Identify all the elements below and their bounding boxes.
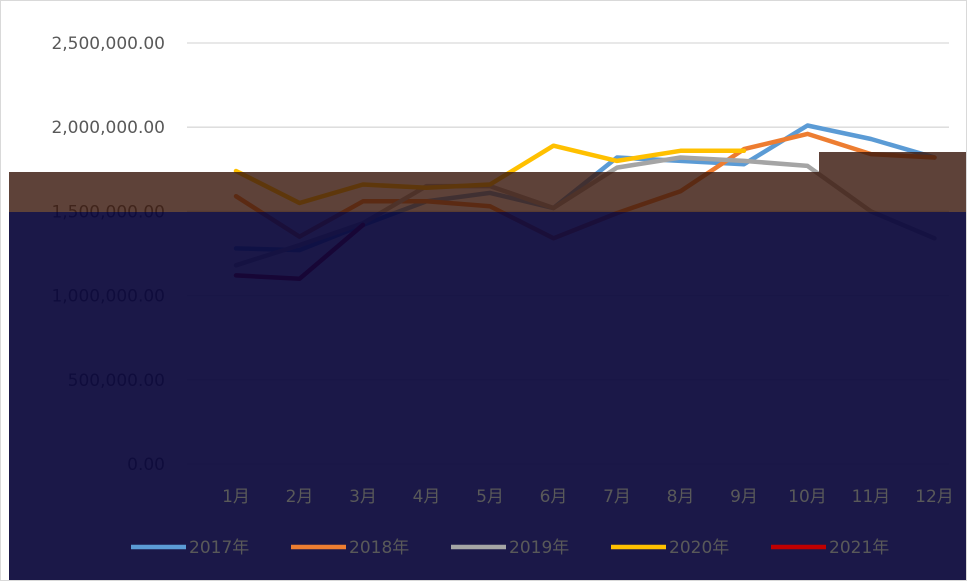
legend: 2017年 2018年 2019年 2020年 2021年 [131, 538, 889, 558]
x-tick-label: 11月 [852, 487, 891, 507]
x-tick-label: 3月 [349, 487, 377, 507]
overlay-band [9, 172, 966, 212]
x-tick-label: 5月 [476, 487, 504, 507]
y-tick-label: 2,000,000.00 [51, 118, 165, 138]
x-tick-label: 9月 [730, 487, 758, 507]
overlay-band [9, 212, 966, 232]
x-axis-tick-labels: 1月 2月 3月 4月 5月 6月 7月 8月 9月 10月 11月 12月 [222, 487, 954, 507]
x-tick-label: 6月 [540, 487, 568, 507]
x-tick-label: 2月 [286, 487, 314, 507]
legend-label: 2018年 [349, 538, 409, 558]
legend-label: 2020年 [669, 538, 729, 558]
x-tick-label: 12月 [915, 487, 954, 507]
overlay-band [819, 152, 966, 172]
legend-label: 2019年 [509, 538, 569, 558]
y-tick-label: 2,500,000.00 [51, 34, 165, 54]
x-tick-label: 7月 [603, 487, 631, 507]
legend-label: 2021年 [829, 538, 889, 558]
x-tick-label: 8月 [667, 487, 695, 507]
x-tick-label: 1月 [222, 487, 250, 507]
overlay-band [9, 232, 966, 580]
x-tick-label: 4月 [413, 487, 441, 507]
legend-label: 2017年 [189, 538, 249, 558]
dark-overlay [9, 152, 966, 580]
x-tick-label: 10月 [788, 487, 827, 507]
